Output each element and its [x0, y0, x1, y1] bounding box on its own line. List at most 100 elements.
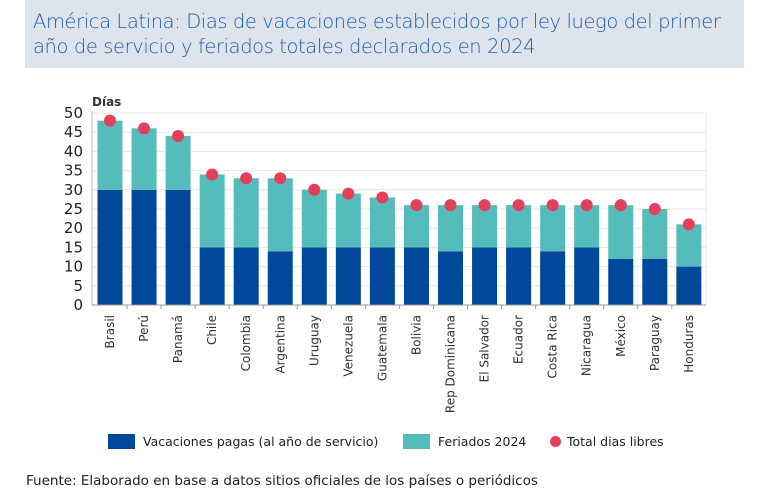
total-marker: [546, 199, 559, 212]
total-markers: [104, 114, 695, 231]
x-tick-label: Chile: [205, 315, 219, 345]
y-tick-label: 10: [64, 258, 83, 276]
bar-vacaciones: [506, 247, 532, 305]
total-marker: [274, 172, 287, 185]
x-tick-label: Bolivia: [409, 315, 423, 355]
bar-feriados: [233, 178, 259, 248]
legend-label-total: Total dias libres: [567, 434, 664, 449]
y-tick-label: 35: [64, 162, 83, 180]
x-tick-label: Costa Rica: [546, 315, 560, 378]
bar-feriados: [131, 128, 157, 190]
y-tick-label: 50: [64, 104, 83, 122]
legend-marker-total: [550, 436, 561, 447]
x-tick-label: Paraguay: [648, 315, 662, 371]
bar-feriados: [199, 174, 225, 248]
legend-label-vacaciones: Vacaciones pagas (al año de servicio): [143, 434, 379, 449]
x-tick-label: Ecuador: [512, 315, 526, 364]
y-tick-label: 15: [64, 238, 83, 256]
total-marker: [342, 187, 355, 200]
bar-vacaciones: [472, 247, 498, 305]
total-marker: [376, 191, 389, 204]
total-marker: [478, 199, 491, 212]
legend-label-feriados: Feriados 2024: [438, 434, 527, 449]
total-marker: [206, 168, 219, 181]
total-marker: [512, 199, 525, 212]
bar-vacaciones: [165, 189, 191, 305]
bar-feriados: [472, 205, 498, 248]
legend-item-vacaciones: Vacaciones pagas (al año de servicio): [108, 434, 378, 449]
source-note: Fuente: Elaborado en base a datos sitios…: [26, 473, 538, 489]
total-marker: [240, 172, 253, 185]
bar-feriados: [676, 224, 702, 267]
x-tick-label: Brasil: [103, 315, 117, 348]
x-tick-label: Panamá: [171, 315, 185, 363]
y-tick-label: 5: [73, 277, 83, 295]
bar-feriados: [403, 205, 429, 248]
y-tick-label: 20: [64, 219, 83, 237]
y-tick-label: 45: [64, 123, 83, 141]
x-tick-label: Venezuela: [341, 315, 355, 377]
y-axis-label: Días: [92, 95, 121, 109]
x-tick-label: Uruguay: [307, 315, 321, 366]
legend-item-feriados: Feriados 2024: [403, 434, 526, 449]
total-marker: [308, 183, 321, 196]
bar-vacaciones: [131, 189, 157, 305]
y-tick-label: 30: [64, 181, 83, 199]
bar-feriados: [540, 205, 566, 252]
bar-vacaciones: [574, 247, 600, 305]
bar-feriados: [574, 205, 600, 248]
bar-vacaciones: [301, 247, 327, 305]
x-tick-label: Honduras: [682, 315, 696, 373]
bar-feriados: [369, 197, 395, 248]
bar-vacaciones: [97, 189, 123, 305]
bar-vacaciones: [540, 251, 566, 305]
y-tick-label: 0: [73, 296, 83, 314]
bar-feriados: [301, 189, 327, 248]
total-marker: [682, 218, 695, 231]
x-tick-label: El Salvador: [478, 315, 492, 382]
total-marker: [138, 122, 151, 135]
x-tick-label: Rep Dominicana: [444, 315, 458, 413]
bar-vacaciones: [199, 247, 225, 305]
x-tick-label: Argentina: [273, 315, 287, 374]
x-tick-label: Guatemala: [375, 315, 389, 381]
bar-feriados: [335, 193, 361, 248]
bar-vacaciones: [369, 247, 395, 305]
total-marker: [172, 130, 185, 143]
legend-swatch-feriados: [403, 434, 430, 449]
x-tick-label: Nicaragua: [580, 315, 594, 376]
total-marker: [648, 203, 661, 215]
bar-vacaciones: [267, 251, 293, 305]
bar-vacaciones: [676, 266, 702, 305]
total-marker: [104, 114, 116, 127]
y-tick-label: 25: [64, 200, 83, 218]
total-marker: [614, 199, 627, 212]
chart-title: América Latina: Dias de vacaciones estab…: [33, 10, 721, 58]
bars: [97, 120, 702, 305]
legend-item-total: Total dias libres: [550, 434, 664, 449]
x-axis-labels: Brasil Perú Panamá Chile Colombia Argentina Ur…: [103, 305, 696, 413]
bar-feriados: [438, 205, 463, 252]
total-marker: [580, 199, 593, 212]
total-marker: [410, 199, 423, 212]
bar-vacaciones: [233, 247, 259, 305]
bar-vacaciones: [608, 258, 634, 305]
x-tick-label: Colombia: [239, 315, 253, 371]
title-box: [25, 0, 744, 68]
y-tick-label: 40: [64, 142, 83, 160]
bar-vacaciones: [438, 251, 463, 305]
x-tick-label: México: [614, 315, 628, 357]
x-tick-label: Perú: [137, 315, 151, 342]
bar-feriados: [608, 205, 634, 259]
legend: Vacaciones pagas (al año de servicio) Fe…: [0, 434, 762, 454]
legend-swatch-vacaciones: [108, 434, 135, 449]
bar-vacaciones: [335, 247, 361, 305]
bar-feriados: [165, 136, 191, 190]
bar-feriados: [267, 178, 293, 252]
total-marker: [444, 199, 457, 212]
gridlines: [91, 111, 707, 305]
bar-vacaciones: [642, 258, 668, 305]
bar-vacaciones: [403, 247, 429, 305]
